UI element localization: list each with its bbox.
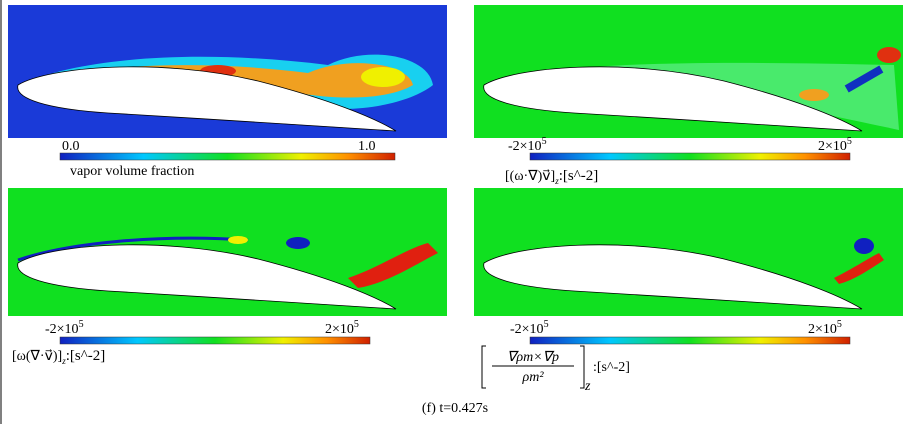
text-part: 5 — [847, 136, 852, 147]
colorbar-max: 2×105 — [808, 319, 842, 337]
text-part: 5 — [544, 319, 549, 330]
text-part: 5 — [354, 319, 359, 330]
colorbar-max: 1.0 — [358, 139, 376, 154]
text-part: :[s^-2] — [559, 168, 599, 184]
colorbar-min: -2×105 — [510, 319, 549, 337]
text-part: 2×10 — [325, 322, 354, 337]
colorbar-min: -2×105 — [508, 136, 547, 154]
text-part: -2×10 — [45, 322, 79, 337]
contour-panel — [474, 188, 903, 316]
text-part: -2×10 — [508, 139, 542, 154]
colorbar-min: 0.0 — [62, 139, 80, 154]
colorbar-label: [ω(∇·v⃗)]z:[s^-2] — [12, 348, 105, 366]
colorbar-label: [(ω·∇)v⃗]z:[s^-2] — [505, 168, 598, 186]
contour-panel — [8, 188, 447, 316]
text-part: 5 — [542, 136, 547, 147]
fraction-numerator: ∇ρm×∇p — [507, 350, 559, 365]
text-part: 5 — [79, 319, 84, 330]
colorbar-max: 2×105 — [325, 319, 359, 337]
figure: 0.0 1.0 vapor volume fraction -2×105 2×1… — [0, 0, 904, 424]
contour-panel — [8, 5, 447, 138]
contour-panel — [474, 5, 903, 138]
caption: (f) t=0.427s — [422, 401, 488, 416]
text-part: 2×10 — [808, 322, 837, 337]
colorbar-label: vapor volume fraction — [70, 164, 194, 179]
text-part: [ω(∇·v⃗)] — [12, 349, 62, 364]
text-part: :[s^-2] — [66, 348, 106, 364]
subscript: z — [584, 379, 591, 394]
text-part: -2×10 — [510, 322, 544, 337]
text-part: 2×10 — [818, 139, 847, 154]
unit: :[s^-2] — [593, 360, 630, 375]
colorbar-max: 2×105 — [818, 136, 852, 154]
colorbar-label: ∇ρm×∇p ρm² z :[s^-2] — [482, 346, 630, 394]
text-part: [(ω·∇)v⃗] — [505, 169, 555, 184]
fraction-denominator: ρm² — [521, 370, 544, 385]
text-part: 5 — [837, 319, 842, 330]
colorbar-min: -2×105 — [45, 319, 84, 337]
